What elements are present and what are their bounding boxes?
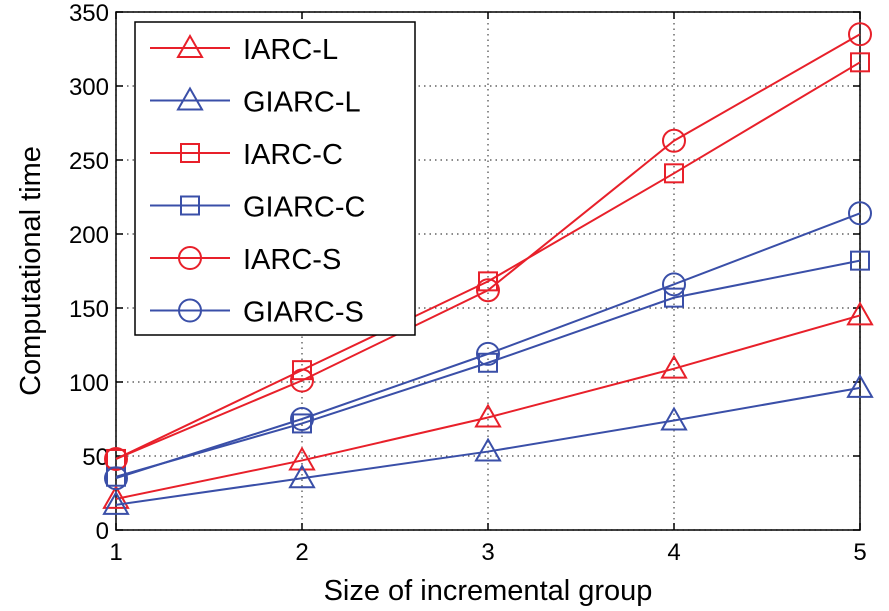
circle-marker — [290, 368, 314, 393]
triangle-marker — [474, 437, 502, 462]
legend-entry: GIARC-C — [150, 192, 365, 224]
series-line — [115, 259, 861, 478]
square-marker — [180, 143, 200, 163]
legend-label: IARC-S — [243, 244, 341, 276]
legend-label: GIARC-C — [243, 192, 365, 224]
series-iarc-l — [102, 301, 874, 509]
square-marker — [850, 52, 870, 73]
square-marker — [664, 287, 684, 308]
square-marker — [664, 163, 684, 184]
y-tick-label: 100 — [69, 370, 109, 397]
circle-marker — [848, 201, 872, 226]
series-line — [115, 61, 861, 460]
square-marker — [850, 250, 870, 271]
y-tick-label: 200 — [69, 222, 109, 249]
legend-label: IARC-L — [243, 34, 338, 66]
circle-marker — [290, 407, 314, 431]
series-line — [115, 314, 861, 500]
circle-marker — [662, 272, 686, 297]
circle-marker — [662, 128, 686, 153]
legend-box — [134, 21, 416, 336]
series-group — [102, 22, 874, 515]
y-tick-label: 250 — [69, 148, 109, 175]
triangle-marker — [474, 403, 502, 428]
series-giarc-l — [102, 373, 874, 515]
y-tick-label: 300 — [69, 74, 109, 101]
x-axis-label: Size of incremental group — [324, 575, 653, 607]
legend: IARC-L GIARC-L IARC-C GIARC-C IARC-S GIARC-S — [134, 21, 416, 336]
legend-entry: GIARC-S — [150, 297, 364, 329]
x-tick-label: 2 — [295, 539, 308, 566]
triangle-marker — [846, 373, 874, 398]
triangle-marker — [176, 33, 204, 58]
circle-marker — [104, 466, 128, 491]
x-tick-label: 1 — [109, 539, 122, 566]
legend-label: GIARC-S — [243, 297, 364, 329]
legend-entry: GIARC-L — [150, 86, 361, 119]
x-tick-label: 3 — [481, 539, 494, 566]
circle-marker — [476, 278, 500, 303]
series-line — [115, 33, 861, 460]
legend-entry: IARC-S — [150, 244, 341, 276]
y-tick-label: 0 — [96, 518, 109, 545]
triangle-marker — [102, 490, 130, 515]
triangle-marker — [846, 301, 874, 326]
circle-marker — [476, 341, 500, 366]
legend-entry: IARC-C — [150, 139, 343, 171]
triangle-marker — [288, 446, 316, 471]
y-tick-label: 350 — [69, 0, 109, 27]
circle-marker — [178, 246, 202, 270]
y-tick-label: 150 — [69, 296, 109, 323]
triangle-marker — [102, 484, 130, 509]
triangle-marker — [660, 406, 688, 431]
series-line — [115, 212, 861, 480]
series-iarc-s — [104, 22, 872, 471]
triangle-marker — [660, 354, 688, 379]
x-tick-label: 4 — [667, 539, 680, 566]
x-tick-label: 5 — [853, 539, 866, 566]
circle-marker — [848, 22, 872, 47]
triangle-marker — [288, 464, 316, 489]
circle-marker — [178, 298, 202, 323]
series-line — [115, 386, 861, 506]
legend-label: IARC-C — [243, 139, 343, 171]
square-marker — [180, 195, 200, 216]
legend-label: GIARC-L — [243, 87, 361, 119]
square-marker — [292, 360, 312, 381]
series-giarc-s — [104, 201, 872, 491]
legend-entry: IARC-L — [150, 33, 338, 66]
circle-marker — [104, 446, 128, 471]
y-axis-label: Computational time — [15, 146, 47, 396]
triangle-marker — [176, 86, 204, 111]
